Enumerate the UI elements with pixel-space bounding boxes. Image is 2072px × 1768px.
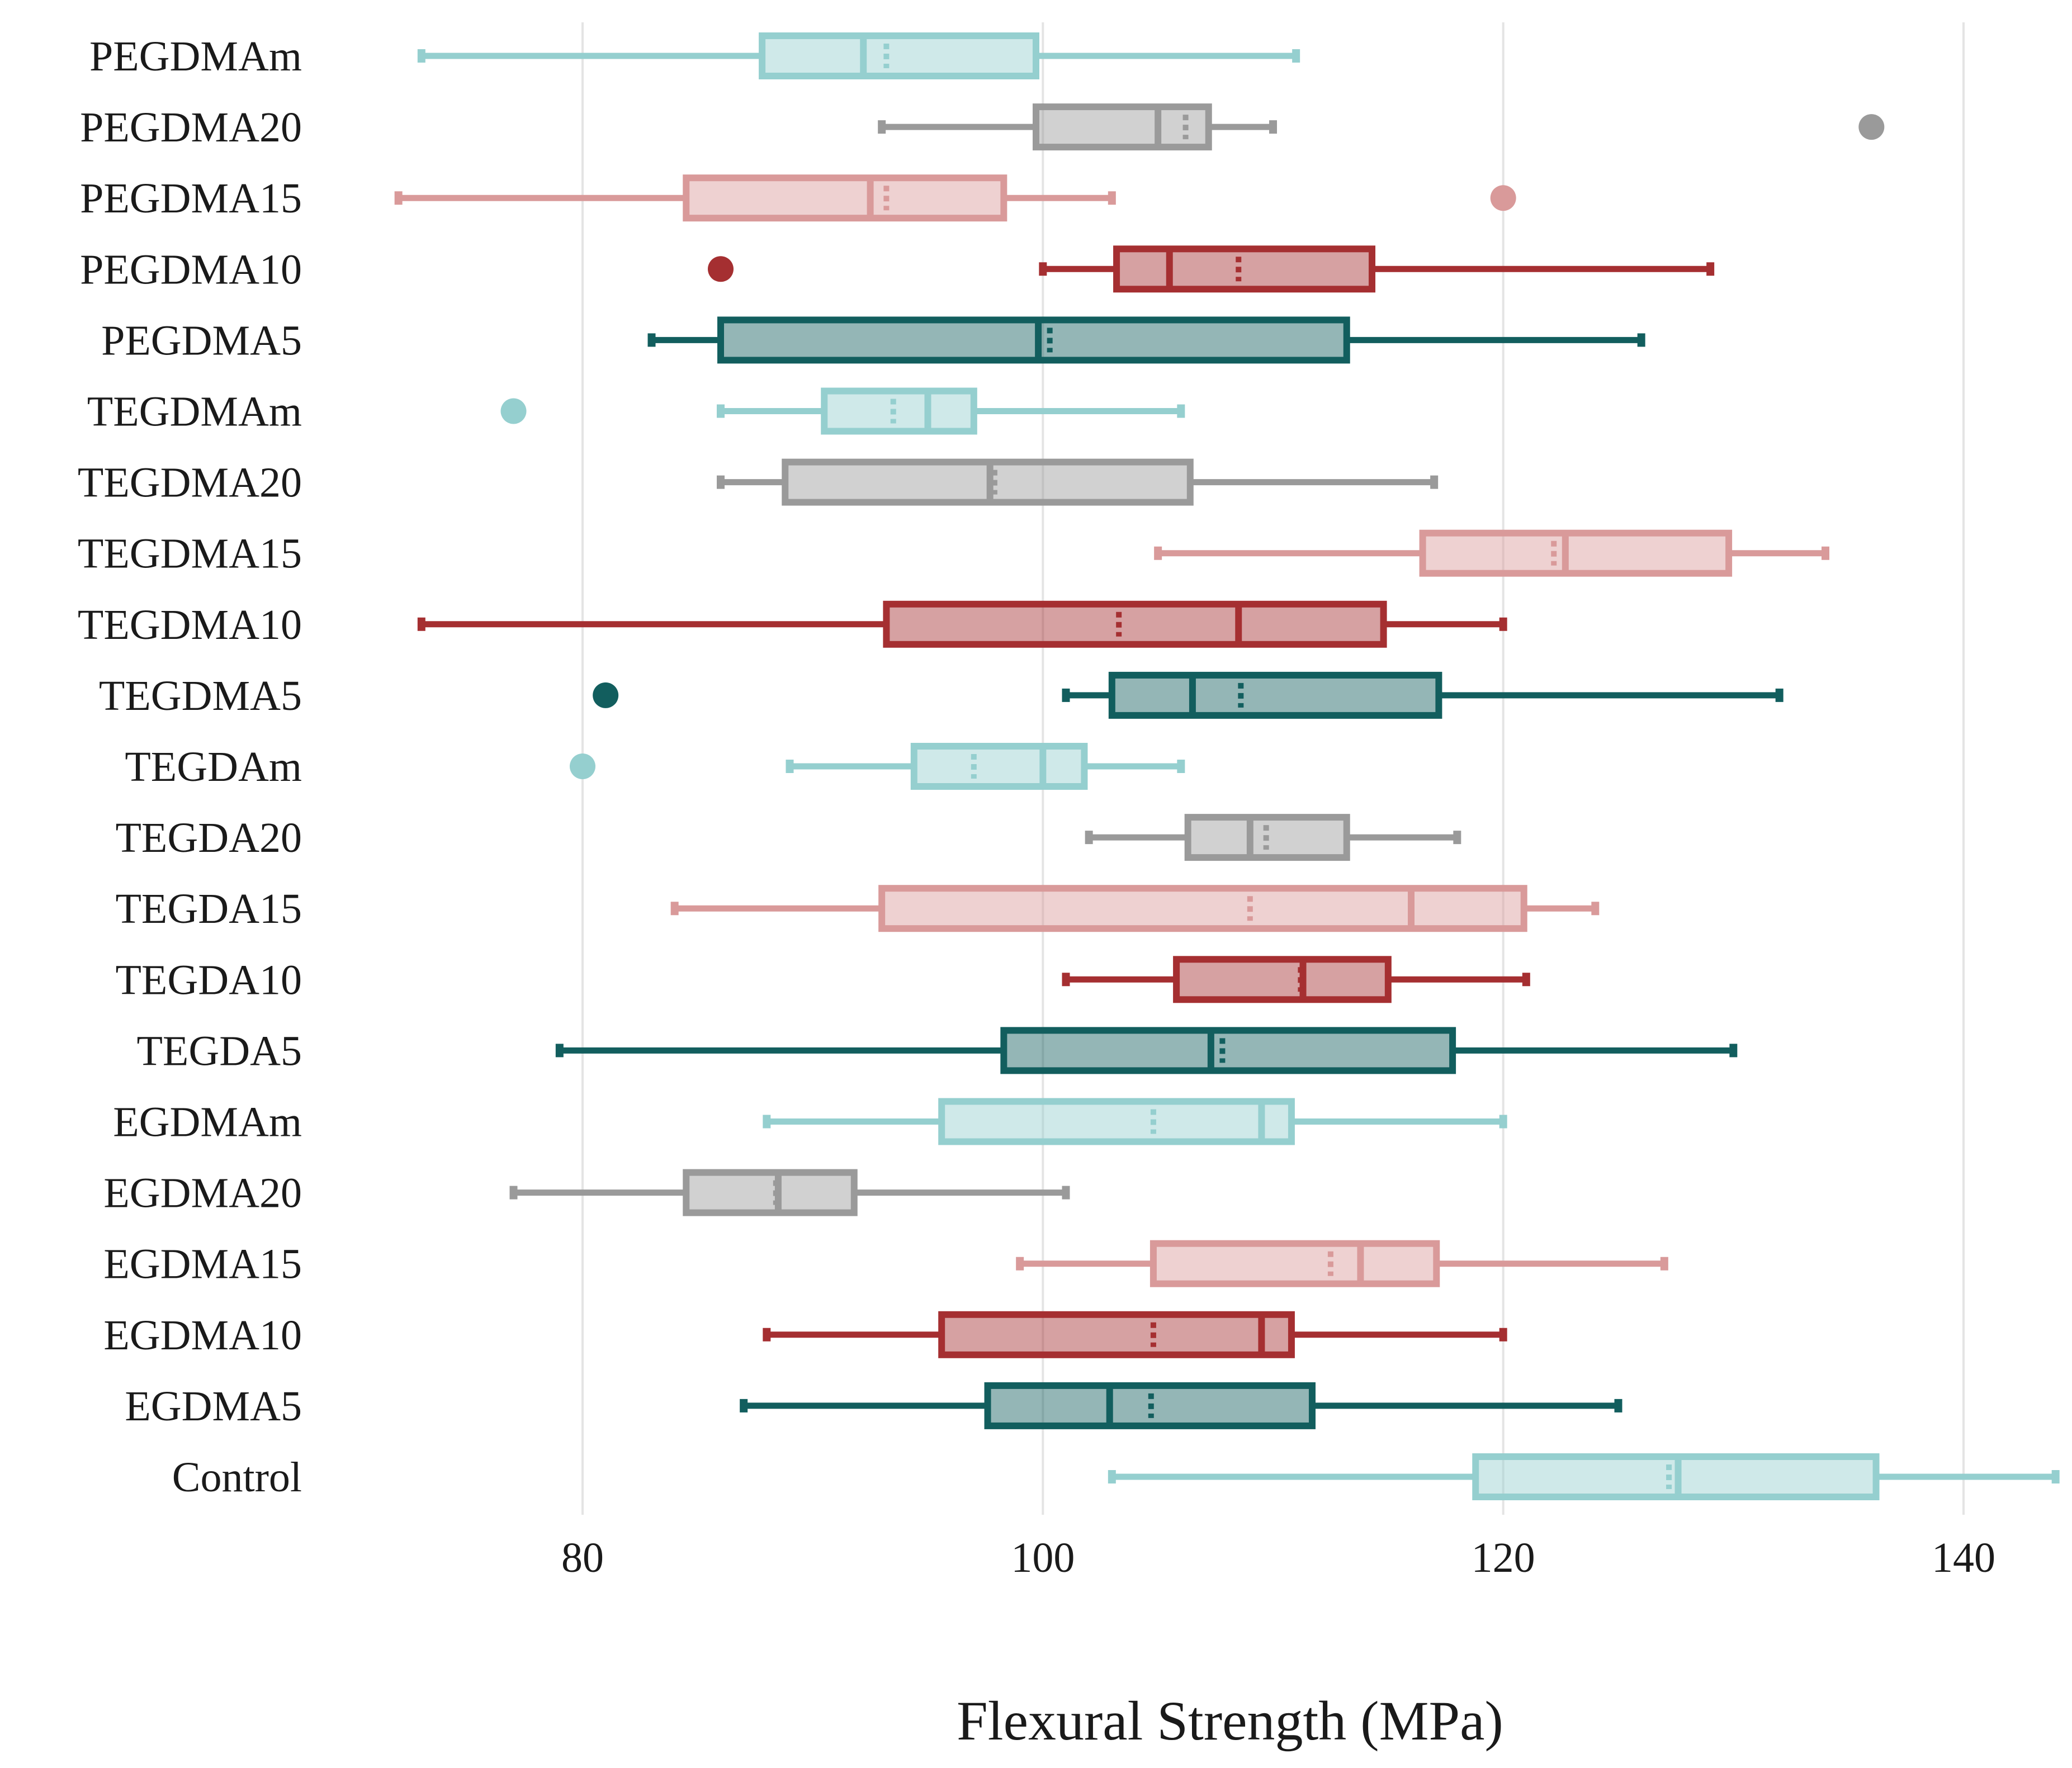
boxplot-TEGDMA15: [1154, 529, 1829, 577]
boxplot-EGDMA10: [763, 1311, 1507, 1358]
box-iqr: [1113, 245, 1376, 293]
box-iqr: [717, 316, 1350, 364]
category-label-EGDMA10: EGDMA10: [103, 1312, 302, 1359]
category-label-EGDMA5: EGDMA5: [125, 1383, 302, 1430]
box-iqr: [1108, 671, 1442, 719]
x-axis-title: Flexural Strength (MPa): [957, 1690, 1503, 1752]
box-iqr: [938, 1098, 1295, 1145]
category-label-EGDMAm: EGDMAm: [113, 1099, 302, 1146]
category-label-EGDMA15: EGDMA15: [103, 1241, 302, 1288]
x-tick-label-140: 140: [1932, 1534, 1995, 1581]
box-iqr: [910, 743, 1088, 790]
category-label-Control: Control: [172, 1454, 302, 1501]
x-tick-label-80: 80: [561, 1534, 604, 1581]
box-iqr: [1000, 1027, 1456, 1074]
category-label-EGDMA20: EGDMA20: [103, 1170, 302, 1217]
boxplot-PEGDMA20: [878, 103, 1885, 151]
box-iqr: [683, 174, 1007, 222]
boxplot-TEGDMAm: [500, 387, 1185, 435]
category-label-TEGDMAm: TEGDMAm: [87, 388, 302, 435]
box-iqr: [821, 387, 977, 435]
outlier-point: [500, 398, 527, 424]
boxplot-Control: [1108, 1453, 2060, 1500]
box-iqr: [883, 600, 1387, 648]
category-label-PEGDMA15: PEGDMA15: [80, 175, 302, 222]
boxplot-TEGDA15: [670, 885, 1600, 932]
boxplots: [394, 32, 2060, 1500]
outlier-point: [1858, 114, 1885, 140]
category-label-PEGDMA5: PEGDMA5: [101, 317, 302, 364]
category-label-TEGDMA15: TEGDMA15: [78, 530, 302, 577]
box-iqr: [938, 1311, 1295, 1358]
boxplot-EGDMA20: [509, 1169, 1070, 1216]
x-tick-label-120: 120: [1472, 1534, 1535, 1581]
boxplot-TEGDMA20: [717, 458, 1439, 506]
category-label-TEGDA5: TEGDA5: [136, 1027, 302, 1074]
boxplot-PEGDMA15: [394, 174, 1516, 222]
boxplot-TEGDA10: [1062, 956, 1530, 1003]
outlier-point: [593, 682, 619, 708]
x-tick-label-100: 100: [1011, 1534, 1075, 1581]
category-labels: PEGDMAm PEGDMA20 PEGDMA15 PEGDMA10 PEGDMA5 TE…: [78, 33, 302, 1501]
boxplot-TEGDA20: [1085, 814, 1461, 861]
category-label-PEGDMAm: PEGDMAm: [89, 33, 302, 80]
outlier-point: [708, 256, 734, 282]
box-iqr: [1419, 529, 1733, 577]
category-label-TEGDA10: TEGDA10: [115, 956, 302, 1003]
category-label-TEGDA15: TEGDA15: [115, 885, 302, 932]
x-axis-ticks: 80 100 120 140: [561, 1534, 1995, 1581]
outlier-point: [1490, 185, 1516, 211]
boxplot-TEGDA5: [555, 1027, 1738, 1074]
outlier-point: [570, 753, 595, 779]
category-label-TEGDA20: TEGDA20: [115, 814, 302, 861]
boxplot-EGDMA5: [740, 1382, 1622, 1429]
box-iqr: [1149, 1240, 1440, 1287]
category-label-TEGDAm: TEGDAm: [125, 743, 302, 790]
category-label-PEGDMA20: PEGDMA20: [80, 104, 302, 151]
category-label-TEGDMA10: TEGDMA10: [78, 601, 302, 648]
category-label-TEGDMA20: TEGDMA20: [78, 459, 302, 506]
boxplot-PEGDMA10: [708, 245, 1715, 293]
box-iqr: [984, 1382, 1316, 1429]
category-label-TEGDMA5: TEGDMA5: [99, 672, 302, 719]
boxplot-EGDMAm: [763, 1098, 1507, 1145]
box-iqr: [759, 32, 1039, 79]
box-iqr: [1032, 103, 1212, 151]
boxplot-PEGDMA5: [647, 316, 1645, 364]
boxplot-TEGDMA5: [593, 671, 1784, 719]
box-iqr: [878, 885, 1527, 932]
category-label-PEGDMA10: PEGDMA10: [80, 246, 302, 293]
box-iqr: [1173, 956, 1392, 1003]
boxplot-TEGDAm: [570, 743, 1185, 790]
boxplot-PEGDMAm: [417, 32, 1300, 79]
boxplot-EGDMA15: [1016, 1240, 1668, 1287]
boxplot-TEGDMA10: [417, 600, 1507, 648]
box-iqr: [683, 1169, 858, 1216]
